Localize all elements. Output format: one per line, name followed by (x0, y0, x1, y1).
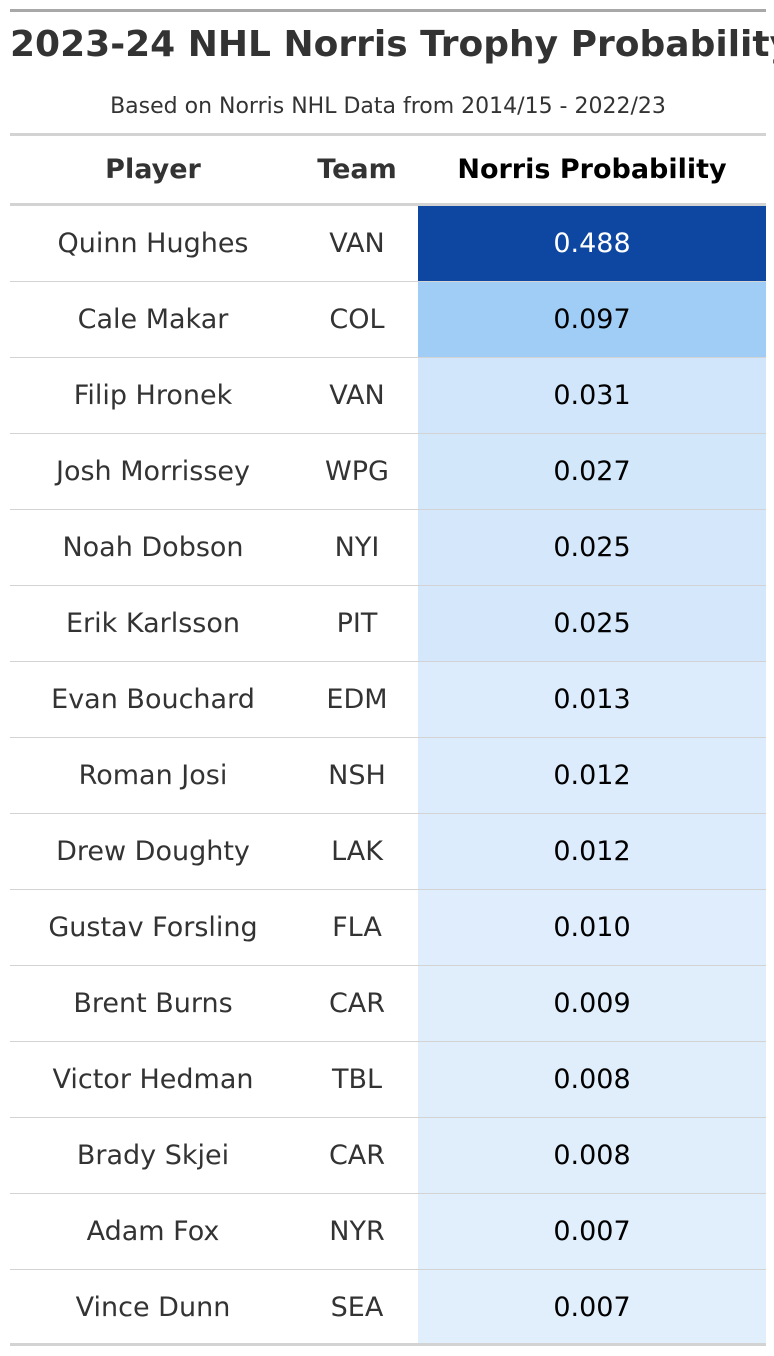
team-cell: CAR (328, 1140, 386, 1171)
row-divider (10, 585, 766, 586)
probability-cell: 0.012 (418, 738, 766, 813)
row-divider (10, 509, 766, 510)
row-divider (10, 433, 766, 434)
table-row: Erik Karlsson PIT 0.025 (10, 586, 766, 662)
team-cell: NSH (328, 760, 386, 791)
team-cell: EDM (326, 684, 388, 715)
table-frame: 2023-24 NHL Norris Trophy Probability Ba… (10, 0, 774, 1356)
probability-cell: 0.025 (418, 586, 766, 661)
probability-cell: 0.025 (418, 510, 766, 585)
row-divider (10, 1269, 766, 1270)
player-cell: Noah Dobson (62, 532, 244, 563)
team-cell: LAK (331, 836, 383, 867)
chart-subtitle: Based on Norris NHL Data from 2014/15 - … (110, 94, 666, 119)
player-cell: Brady Skjei (76, 1140, 230, 1171)
row-divider (10, 1041, 766, 1042)
column-header-team: Team (317, 154, 397, 185)
column-header-player: Player (105, 154, 201, 185)
player-cell: Erik Karlsson (65, 608, 241, 639)
player-cell: Filip Hronek (73, 380, 233, 411)
team-cell: NYR (329, 1216, 385, 1247)
header-row: Player Team Norris Probability (10, 136, 766, 204)
player-cell: Evan Bouchard (51, 684, 255, 715)
row-divider (10, 661, 766, 662)
team-cell: FLA (332, 912, 382, 943)
probability-cell: 0.007 (418, 1270, 766, 1345)
row-divider (10, 281, 766, 282)
probability-cell: 0.008 (418, 1118, 766, 1193)
team-cell: CAR (328, 988, 386, 1019)
player-cell: Josh Morrissey (55, 456, 250, 487)
top-rule (10, 9, 766, 12)
table-row: Brady Skjei CAR 0.008 (10, 1118, 766, 1194)
row-divider (10, 737, 766, 738)
probability-cell: 0.097 (418, 282, 766, 357)
player-cell: Victor Hedman (52, 1064, 254, 1095)
probability-cell: 0.009 (418, 966, 766, 1041)
player-cell: Gustav Forsling (48, 912, 258, 943)
row-divider (10, 1193, 766, 1194)
probability-cell: 0.012 (418, 814, 766, 889)
table-row: Noah Dobson NYI 0.025 (10, 510, 766, 586)
row-divider (10, 965, 766, 966)
probability-cell: 0.010 (418, 890, 766, 965)
table-row: Victor Hedman TBL 0.008 (10, 1042, 766, 1118)
team-cell: PIT (336, 608, 378, 639)
row-divider (10, 357, 766, 358)
header-top-rule (10, 133, 766, 136)
probability-cell: 0.013 (418, 662, 766, 737)
table-row: Roman Josi NSH 0.012 (10, 738, 766, 814)
probability-cell: 0.488 (418, 206, 766, 281)
player-cell: Drew Doughty (56, 836, 250, 867)
table-row: Drew Doughty LAK 0.012 (10, 814, 766, 890)
team-cell: TBL (331, 1064, 383, 1095)
row-divider (10, 889, 766, 890)
player-cell: Quinn Hughes (57, 228, 249, 259)
table-row: Filip Hronek VAN 0.031 (10, 358, 766, 434)
table-bottom-rule (10, 1343, 766, 1346)
table-row: Cale Makar COL 0.097 (10, 282, 766, 358)
player-cell: Roman Josi (78, 760, 228, 791)
player-cell: Adam Fox (86, 1216, 220, 1247)
team-cell: WPG (325, 456, 389, 487)
table-row: Quinn Hughes VAN 0.488 (10, 206, 766, 282)
chart-title: 2023-24 NHL Norris Trophy Probability (10, 24, 774, 65)
player-cell: Vince Dunn (75, 1292, 231, 1323)
probability-cell: 0.031 (418, 358, 766, 433)
team-cell: VAN (329, 380, 385, 411)
table-row: Gustav Forsling FLA 0.010 (10, 890, 766, 966)
table-row: Vince Dunn SEA 0.007 (10, 1270, 766, 1346)
team-cell: NYI (334, 532, 380, 563)
column-header-probability: Norris Probability (457, 154, 727, 185)
team-cell: SEA (330, 1292, 384, 1323)
player-cell: Cale Makar (77, 304, 229, 335)
table-row: Adam Fox NYR 0.007 (10, 1194, 766, 1270)
header-bottom-rule (10, 203, 766, 206)
probability-cell: 0.027 (418, 434, 766, 509)
table-row: Brent Burns CAR 0.009 (10, 966, 766, 1042)
team-cell: VAN (329, 228, 385, 259)
table-row: Josh Morrissey WPG 0.027 (10, 434, 766, 510)
team-cell: COL (329, 304, 385, 335)
row-divider (10, 813, 766, 814)
table-row: Evan Bouchard EDM 0.013 (10, 662, 766, 738)
probability-cell: 0.008 (418, 1042, 766, 1117)
probability-cell: 0.007 (418, 1194, 766, 1269)
row-divider (10, 1117, 766, 1118)
player-cell: Brent Burns (73, 988, 233, 1019)
